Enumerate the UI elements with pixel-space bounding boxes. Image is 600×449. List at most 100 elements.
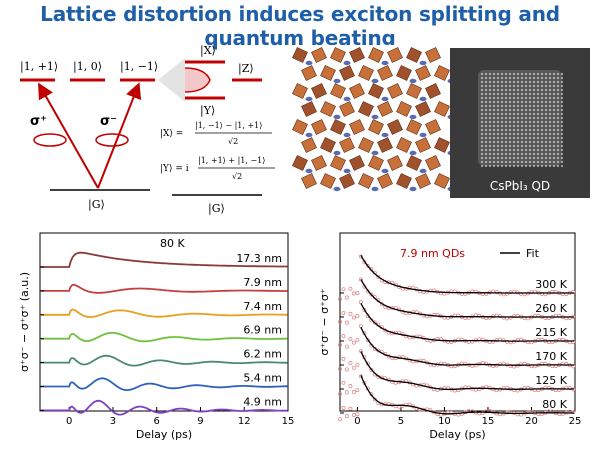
- lattice-dot: [481, 161, 483, 163]
- lattice-dot: [557, 161, 559, 163]
- lattice-dot: [529, 101, 531, 103]
- lattice-dot: [549, 153, 551, 155]
- lattice-dot: [497, 157, 499, 159]
- lattice-dot: [525, 93, 527, 95]
- lattice-dot: [529, 121, 531, 123]
- fit-line: [360, 254, 575, 294]
- lattice-dot: [561, 141, 563, 143]
- lattice-dot: [493, 81, 495, 83]
- octahedron: [377, 173, 393, 189]
- lattice-dot: [537, 89, 539, 91]
- data-point: [491, 339, 496, 344]
- lattice-dot: [489, 149, 491, 151]
- cs-atom: [343, 96, 351, 102]
- cs-atom: [305, 60, 313, 66]
- level-z: |Z⟩: [238, 62, 254, 76]
- lattice-dot: [541, 157, 543, 159]
- lattice-dot: [557, 93, 559, 95]
- series-line: [40, 399, 288, 416]
- lattice-dot: [525, 141, 527, 143]
- lattice-dot: [557, 89, 559, 91]
- lattice-dot: [501, 73, 503, 75]
- data-point: [358, 277, 363, 282]
- lattice-dot: [481, 81, 483, 83]
- lattice-dot: [509, 165, 511, 167]
- cs-atom: [409, 78, 417, 84]
- lattice-dot: [509, 97, 511, 99]
- lattice-dot: [513, 165, 515, 167]
- lattice-dot: [517, 153, 519, 155]
- octahedron: [425, 155, 441, 171]
- lattice-dot: [561, 109, 563, 111]
- lattice-dot: [489, 117, 491, 119]
- lattice-dot: [509, 141, 511, 143]
- lattice-dot: [521, 165, 523, 167]
- cs-atom: [381, 96, 389, 102]
- lattice-dot: [545, 165, 547, 167]
- tem-label: CsPbI₃ QD: [490, 179, 550, 193]
- lattice-dot: [561, 89, 563, 91]
- lattice-dot: [505, 81, 507, 83]
- lattice-dot: [493, 73, 495, 75]
- lattice-dot: [553, 165, 555, 167]
- size-annotation: 7.9 nm QDs: [400, 247, 465, 260]
- lattice-dot: [561, 121, 563, 123]
- lattice-dot: [557, 109, 559, 111]
- lattice-dot: [561, 113, 563, 115]
- octahedron: [292, 83, 308, 99]
- lattice-dot: [513, 73, 515, 75]
- lattice-dot: [537, 153, 539, 155]
- lattice-dot: [509, 129, 511, 131]
- lattice-dot: [501, 133, 503, 135]
- octahedron: [387, 119, 403, 135]
- lattice-dot: [493, 137, 495, 139]
- lattice-dot: [533, 117, 535, 119]
- lattice-dot: [537, 129, 539, 131]
- data-point: [491, 387, 496, 392]
- lattice-dot: [521, 93, 523, 95]
- lattice-dot: [505, 93, 507, 95]
- x-tick-label: 15: [482, 416, 495, 427]
- octahedron: [330, 155, 346, 171]
- lattice-dot: [533, 109, 535, 111]
- lattice-dot: [497, 81, 499, 83]
- lattice-dot: [493, 109, 495, 111]
- series-line: [40, 283, 288, 294]
- data-point: [345, 320, 349, 325]
- fit-line: [360, 327, 575, 366]
- lattice-dot: [489, 85, 491, 87]
- lattice-dot: [513, 125, 515, 127]
- octahedron: [292, 47, 308, 63]
- lattice-dot: [501, 153, 503, 155]
- tem-image: CsPbI₃ QD: [450, 48, 590, 198]
- lattice-dot: [553, 161, 555, 163]
- lattice-dot: [505, 129, 507, 131]
- lattice-dot: [525, 117, 527, 119]
- lattice-dot: [525, 73, 527, 75]
- lattice-dot: [513, 137, 515, 139]
- octahedron: [320, 101, 336, 117]
- lattice-dot: [553, 125, 555, 127]
- lattice-dot: [549, 141, 551, 143]
- lattice-dot: [501, 97, 503, 99]
- lattice-dot: [501, 89, 503, 91]
- lattice-dot: [553, 105, 555, 107]
- lattice-dot: [521, 85, 523, 87]
- octahedron: [368, 119, 384, 135]
- cs-atom: [381, 60, 389, 66]
- lattice-dot: [541, 141, 543, 143]
- lattice-dot: [501, 117, 503, 119]
- lattice-dot: [481, 149, 483, 151]
- lattice-dot: [505, 97, 507, 99]
- lattice-dot: [521, 121, 523, 123]
- x-tick-label: 10: [438, 416, 451, 427]
- data-point: [341, 356, 346, 361]
- octahedron: [396, 173, 412, 189]
- lattice-dot: [485, 161, 487, 163]
- data-point: [348, 406, 353, 411]
- lattice-dot: [541, 117, 543, 119]
- x-tick-label: 0: [66, 416, 72, 427]
- x-axis-label: Delay (ps): [136, 428, 192, 441]
- lattice-dot: [489, 133, 491, 135]
- cs-atom: [343, 60, 351, 66]
